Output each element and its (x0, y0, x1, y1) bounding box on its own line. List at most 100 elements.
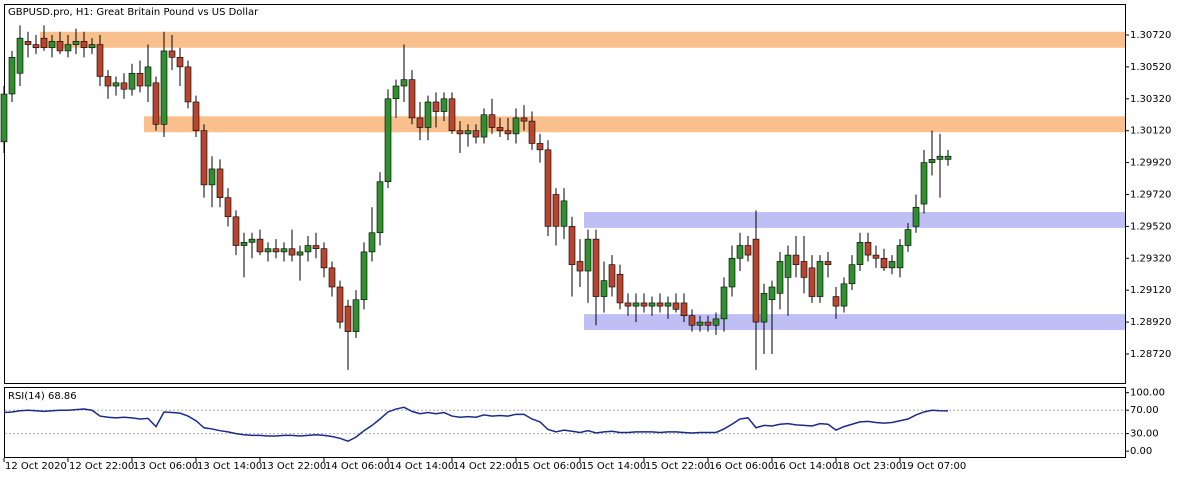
candle-body (224, 197, 232, 218)
candle-body (400, 79, 408, 87)
candle-body (216, 168, 224, 198)
candle-body (544, 149, 552, 227)
candle-body (672, 302, 680, 310)
candle-body (800, 261, 808, 278)
candle-body (840, 283, 848, 307)
candle-body (608, 264, 616, 288)
candle-body (384, 98, 392, 183)
candle-body (328, 267, 336, 288)
candle-body (240, 242, 248, 246)
candle-body (352, 299, 360, 332)
y-tick-label: 1.29720 (1130, 189, 1171, 200)
candle-body (424, 101, 432, 128)
x-tick-label: 18 Oct 23:00 (837, 461, 902, 472)
x-tick-label: 13 Oct 14:00 (197, 461, 262, 472)
zone (144, 116, 1125, 133)
candle-body (32, 44, 40, 49)
zone (40, 31, 1125, 48)
candle-body (520, 117, 528, 122)
candle-body (104, 76, 112, 87)
candle-body (0, 93, 8, 143)
candle-body (232, 216, 240, 246)
candle-body (208, 168, 216, 186)
indicator-panel-frame (4, 387, 1126, 458)
candle-body (600, 280, 608, 297)
candle-body (184, 66, 192, 103)
y-tick-label: 1.28920 (1130, 317, 1171, 328)
candle-body (904, 229, 912, 246)
candle-body (624, 302, 632, 307)
candle-body (280, 248, 288, 253)
y-tick-label: 1.30120 (1130, 126, 1171, 137)
candle-body (488, 114, 496, 128)
candle-body (760, 293, 768, 323)
candle-body (120, 82, 128, 90)
candle-body (320, 248, 328, 269)
candle-body (72, 41, 80, 45)
x-tick-label: 13 Oct 06:00 (133, 461, 198, 472)
x-tick-label: 12 Oct 22:00 (69, 461, 134, 472)
candle-body (680, 302, 688, 316)
candle-body (312, 245, 320, 250)
candle-body (296, 251, 304, 256)
candle-body (376, 181, 384, 234)
candle-body (368, 232, 376, 253)
candle-body (144, 66, 152, 87)
candle-body (728, 257, 736, 288)
candle-body (576, 261, 584, 272)
y-tick-label: 0.00 (1130, 446, 1152, 457)
candle-body (592, 238, 600, 297)
candle-body (856, 242, 864, 265)
candle-body (480, 114, 488, 138)
candle-body (944, 155, 952, 160)
candle-body (512, 117, 520, 135)
candle-body (560, 200, 568, 227)
candle-body (664, 302, 672, 307)
candle-body (880, 257, 888, 269)
candle-body (896, 245, 904, 269)
candle-body (264, 248, 272, 253)
candle-body (152, 82, 160, 125)
y-tick-label: 70.00 (1130, 405, 1159, 416)
y-tick-label: 1.30720 (1130, 30, 1171, 41)
chart-title: GBPUSD.pro, H1: Great Britain Pound vs U… (8, 7, 259, 18)
candle-body (888, 261, 896, 269)
candle-body (168, 50, 176, 58)
x-tick-label: 16 Oct 14:00 (773, 461, 838, 472)
candle-body (344, 305, 352, 332)
candle-body (792, 254, 800, 265)
x-tick-label: 19 Oct 07:00 (901, 461, 966, 472)
candle-body (432, 101, 440, 112)
candle-body (640, 302, 648, 307)
candle-body (24, 41, 32, 45)
candle-body (128, 72, 136, 90)
candle-body (616, 273, 624, 304)
candle-body (176, 57, 184, 68)
candle-body (720, 286, 728, 320)
candle-body (504, 130, 512, 135)
candle-body (200, 130, 208, 186)
candle-body (712, 318, 720, 326)
y-tick-label: 1.29120 (1130, 285, 1171, 296)
candle-body (56, 41, 64, 52)
candle-body (160, 50, 168, 125)
candle-body (64, 44, 72, 52)
candle-body (408, 79, 416, 119)
candle-body (696, 321, 704, 326)
candle-body (440, 98, 448, 112)
candle-body (528, 120, 536, 144)
candle-body (536, 143, 544, 151)
candle-body (360, 251, 368, 301)
candle-body (256, 238, 264, 253)
candle-body (816, 261, 824, 297)
candle-body (304, 245, 312, 253)
candle-body (824, 261, 832, 265)
candle-body (40, 37, 48, 49)
candle-body (928, 159, 936, 163)
candle-body (496, 127, 504, 131)
y-tick-label: 1.29320 (1130, 253, 1171, 264)
candle-body (808, 267, 816, 297)
y-tick-label: 30.00 (1130, 429, 1159, 440)
candle-body (552, 194, 560, 227)
